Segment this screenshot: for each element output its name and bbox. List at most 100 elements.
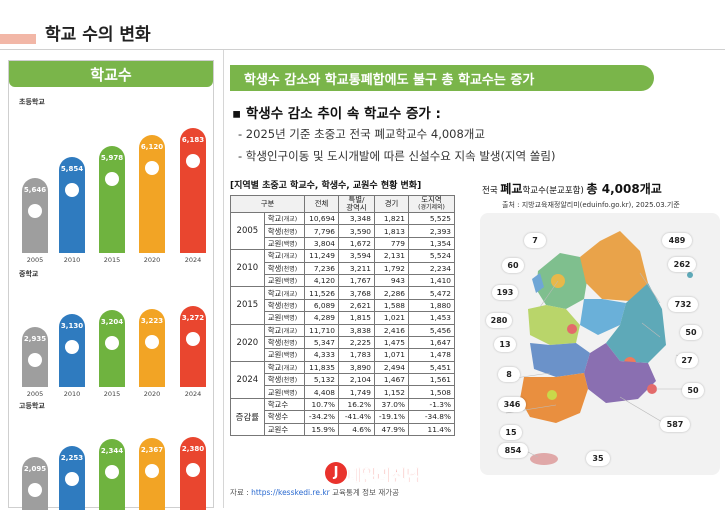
- source-prefix: 자료 :: [230, 488, 252, 497]
- bar-value-label: 5,854: [60, 165, 84, 173]
- table-value-cell: 5,456: [408, 323, 455, 337]
- bar-column: 5,854 2010: [59, 107, 85, 264]
- chart-label-2: 고등학교: [19, 402, 45, 410]
- bar-chart-0: 5,646 2005 5,854 2010 5,978 2015 6,120 2020 6,18…: [9, 107, 213, 264]
- header-province: 도지역 (경기제외): [408, 195, 455, 213]
- region-ulleung: [687, 272, 693, 278]
- table-value-cell: -19.1%: [374, 410, 409, 424]
- table-category-cell: 학교(개교): [263, 286, 306, 300]
- table-category-cell: 교원(백명): [263, 236, 306, 251]
- bar-dot: [186, 463, 200, 477]
- bar-column: 3,130 2010: [59, 279, 85, 398]
- bar-column: 2,3442015: [99, 411, 125, 510]
- category-unit: (백명): [281, 240, 298, 248]
- table-change-row: 교원수 15.9% 4.6% 47.9% 11.4%: [231, 422, 455, 437]
- table-value-cell: 3,768: [338, 286, 375, 300]
- table-row: 2024 학교(개교) 11,835 3,890 2,494 5,451: [230, 360, 455, 399]
- table-value-cell: 1,453: [408, 311, 455, 325]
- bar-year-label: 2015: [103, 390, 121, 398]
- bar-dot: [28, 353, 42, 367]
- bar-dot: [65, 472, 79, 486]
- bar-dot: [186, 154, 200, 168]
- header-metro-line1: 특별/: [348, 195, 365, 204]
- map-count-label: 854: [498, 443, 528, 458]
- map-count-label: 35: [586, 451, 610, 466]
- bar-dot: [145, 161, 159, 175]
- table-value-cell: 37.0%: [374, 397, 409, 412]
- title-divider: [0, 49, 725, 50]
- table-change-row: 증감률 학교수 10.7% 16.2% 37.0% -1.3%: [230, 397, 455, 437]
- table-value-cell: 1,749: [338, 385, 375, 399]
- table-value-cell: 11,710: [304, 323, 339, 337]
- table-value-cell: 1,767: [338, 273, 375, 288]
- table-value-cell: 2,225: [338, 335, 375, 350]
- source-suffix: 교육통계 정보 재가공: [329, 488, 400, 497]
- table-year-cell: 2015: [230, 286, 265, 325]
- bar-dot: [145, 464, 159, 478]
- category-name: 학생: [267, 300, 282, 310]
- map-title: 전국 폐교학교수(분교포함) 총 4,008개교: [482, 180, 662, 197]
- school-count-panel: 학교수 초등학교 5,646 2005 5,854 2010 5,978 2015 6,120…: [8, 60, 214, 510]
- table-value-cell: 2,621: [338, 298, 375, 313]
- map-title-prefix: 전국: [482, 186, 501, 196]
- source-link[interactable]: https://kesskedi.re.kr: [251, 488, 330, 497]
- table-category-cell: 교원(백명): [263, 273, 306, 288]
- bar-value-label: 2,935: [23, 335, 47, 343]
- header-metro: 특별/광역시: [338, 195, 375, 213]
- table-value-cell: 3,838: [338, 323, 375, 337]
- map-count-label: 50: [682, 383, 704, 398]
- table-change-label: 증감률: [230, 397, 265, 437]
- closed-schools-map: 7 489 60 262 193 732 280 50 13 27 8 346 50 15 587 854 35: [480, 213, 720, 475]
- table-category-cell: 학생(천명): [263, 224, 306, 238]
- table-value-cell: 7,236: [304, 261, 339, 275]
- table-value-cell: 1,410: [408, 273, 455, 288]
- summary-panel: 학생수 감소와 학교통폐합에도 불구 총 학교수는 증가 ▪ 학생수 감소 추이…: [223, 50, 723, 508]
- table-row: 교원(백명) 4,120 1,767 943 1,410: [231, 273, 455, 288]
- bar-column: 6,120 2020: [139, 107, 165, 264]
- table-value-cell: 11.4%: [408, 422, 455, 437]
- bullet-closed-schools: - 2025년 기준 초중고 전국 폐교학교수 4,008개교: [238, 127, 485, 141]
- bar-column: 2,0952005: [22, 411, 48, 510]
- table-year-cell: 2005: [230, 211, 265, 251]
- bar-value-label: 6,183: [181, 136, 205, 144]
- table-title: [지역별 초중고 학교수, 학생수, 교원수 현황 변화]: [230, 181, 422, 191]
- table-row: 학생(천명) 7,236 3,211 1,792 2,234: [231, 261, 455, 275]
- bar-year-label: 2020: [143, 390, 161, 398]
- category-unit: (개교): [281, 216, 298, 224]
- table-row: 2020 학교(개교) 11,710 3,838 2,416 5,456: [230, 323, 455, 362]
- regional-stats-table: 구분 전체 특별/광역시 경기 도지역 (경기제외) 2005 학교(개교) 10,6…: [230, 195, 455, 437]
- table-value-cell: 1,647: [408, 335, 455, 350]
- bar: [139, 135, 165, 253]
- table-category-cell: 교원(백명): [263, 385, 306, 399]
- bar-column: 3,272 2024: [180, 279, 206, 398]
- table-row: 교원(백명) 4,333 1,783 1,071 1,478: [231, 348, 455, 362]
- bar: [99, 146, 125, 253]
- table-year-cell: 2010: [230, 249, 265, 288]
- table-value-cell: 4,333: [304, 348, 339, 362]
- header-gyeonggi: 경기: [374, 195, 409, 213]
- table-value-cell: -41.4%: [338, 410, 375, 424]
- table-value-cell: 1,071: [374, 348, 409, 362]
- category-unit: (백명): [281, 389, 298, 397]
- map-source: 출처 : 지방교육재정알리미(eduinfo.go.kr), 2025.03.기…: [502, 201, 680, 209]
- map-count-label: 346: [498, 397, 526, 412]
- bar-value-label: 3,223: [140, 317, 164, 325]
- map-title-total: 총 4,008개교: [586, 182, 662, 196]
- bar-column: 2,3672020: [139, 411, 165, 510]
- category-name: 교원: [267, 238, 282, 248]
- table-value-cell: 47.9%: [374, 422, 409, 437]
- bar-column: 2,935 2005: [22, 279, 48, 398]
- bar-year-label: 2024: [184, 256, 202, 264]
- map-count-label: 732: [668, 297, 698, 312]
- table-value-cell: 943: [374, 273, 409, 288]
- watermark-text: 데일리전남: [347, 466, 421, 486]
- bar-year-label: 2020: [143, 256, 161, 264]
- table-value-cell: 1,478: [408, 348, 455, 362]
- category-unit: (개교): [281, 290, 298, 298]
- table-value-cell: 3,211: [338, 261, 375, 275]
- map-count-label: 27: [676, 353, 698, 368]
- table-value-cell: 2,494: [374, 360, 409, 375]
- bar-value-label: 2,253: [60, 454, 84, 462]
- bar-value-label: 3,130: [60, 322, 84, 330]
- table-value-cell: 3,590: [338, 224, 375, 238]
